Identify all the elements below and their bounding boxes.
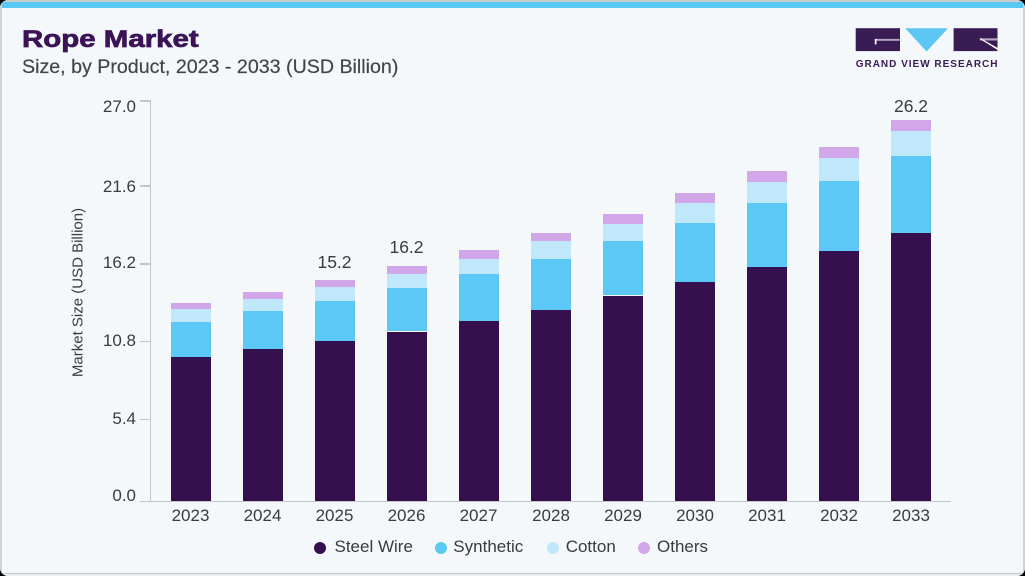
svg-text:GRAND VIEW RESEARCH: GRAND VIEW RESEARCH [856, 59, 998, 70]
